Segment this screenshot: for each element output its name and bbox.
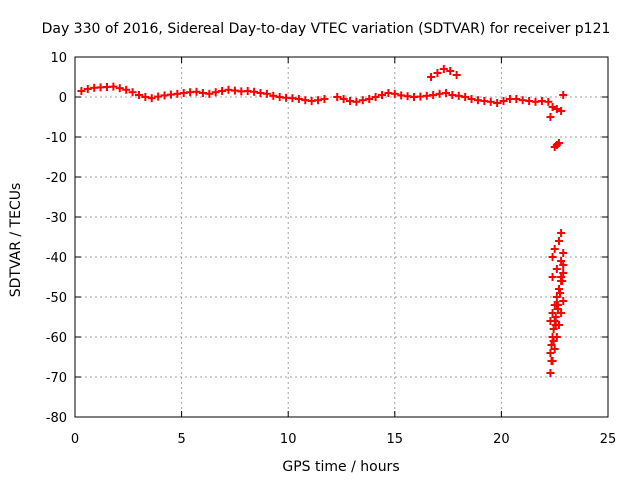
data-point (250, 87, 259, 96)
data-point (109, 82, 118, 91)
data-point (553, 305, 562, 313)
chart-title: Day 330 of 2016, Sidereal Day-to-day VTE… (42, 21, 611, 37)
data-point (352, 97, 361, 106)
y-tick-label: -50 (46, 291, 67, 306)
x-tick-label: 25 (600, 432, 617, 447)
data-point (550, 245, 559, 253)
y-tick-label: -60 (46, 331, 67, 346)
data-point (551, 313, 560, 321)
data-point (499, 97, 508, 105)
data-point (122, 85, 131, 94)
data-point (314, 96, 323, 105)
data-point (378, 91, 387, 99)
x-tick-label: 20 (493, 432, 510, 447)
data-point (452, 71, 461, 79)
data-point (429, 91, 438, 99)
data-point (551, 321, 560, 329)
data-point (486, 97, 495, 106)
data-point (262, 89, 271, 98)
data-point (439, 65, 448, 73)
data-point (559, 91, 568, 99)
data-point (333, 93, 342, 101)
data-point (559, 297, 568, 305)
data-point (548, 273, 557, 281)
data-point (557, 273, 566, 281)
data-point (454, 91, 463, 100)
data-point (554, 285, 563, 293)
y-tick-label: 10 (50, 51, 67, 66)
data-point (365, 95, 374, 103)
data-point (320, 95, 329, 103)
y-axis-label: SDTVAR / TECUs (8, 183, 24, 298)
data-point (339, 95, 348, 103)
data-point (559, 249, 568, 257)
data-point (433, 69, 442, 77)
y-tick-label: -70 (46, 371, 67, 386)
data-point (115, 84, 124, 93)
data-point (493, 99, 502, 107)
data-point (557, 229, 566, 237)
x-tick-label: 15 (387, 432, 404, 447)
data-point (552, 265, 561, 273)
data-point (83, 85, 92, 93)
data-point (546, 349, 555, 357)
data-point (548, 103, 557, 111)
data-point (134, 91, 143, 99)
data-point (546, 113, 555, 121)
data-point (446, 67, 455, 75)
data-point (141, 93, 150, 101)
data-point (558, 277, 567, 285)
data-point (546, 369, 555, 377)
data-point (358, 96, 367, 105)
data-point (147, 94, 156, 103)
data-point (294, 95, 303, 103)
y-tick-label: -40 (46, 251, 67, 266)
y-tick-label: -80 (46, 411, 67, 426)
x-tick-label: 0 (71, 432, 79, 447)
data-point (552, 301, 561, 309)
data-point (548, 253, 557, 261)
y-tick-label: 0 (59, 91, 67, 106)
x-axis: 0 5 10 15 20 25 (71, 57, 616, 447)
data-point (512, 95, 521, 103)
y-tick-label: -30 (46, 211, 67, 226)
data-point (559, 261, 568, 269)
data-point (205, 89, 214, 98)
data-point (544, 97, 553, 106)
data-point (548, 333, 557, 341)
x-tick-label: 5 (177, 432, 185, 447)
x-tick-label: 10 (280, 432, 297, 447)
data-point (547, 357, 556, 365)
data-point (554, 139, 563, 147)
data-point (427, 73, 436, 81)
data-point (552, 105, 561, 113)
plot-frame (74, 56, 609, 418)
data-point (557, 107, 566, 115)
data-series (77, 65, 568, 377)
y-axis: 10 0 -10 -20 -30 -40 -50 -60 -70 -80 (46, 51, 608, 426)
data-point (467, 95, 476, 103)
x-axis-label: GPS time / hours (282, 459, 399, 475)
grid-lines (75, 57, 608, 417)
data-point (154, 92, 163, 101)
data-point (550, 317, 559, 325)
data-point (554, 237, 563, 245)
data-point (556, 289, 565, 297)
data-point (461, 93, 470, 101)
y-tick-label: -20 (46, 171, 67, 186)
data-point (269, 91, 278, 100)
data-point (390, 89, 399, 98)
data-point (128, 88, 137, 97)
y-tick-label: -10 (46, 131, 67, 146)
data-point (192, 87, 201, 96)
data-point (77, 87, 86, 95)
data-point (371, 93, 380, 101)
data-point (549, 337, 558, 345)
data-point (211, 88, 220, 97)
data-point (218, 87, 227, 95)
data-point (441, 89, 450, 97)
